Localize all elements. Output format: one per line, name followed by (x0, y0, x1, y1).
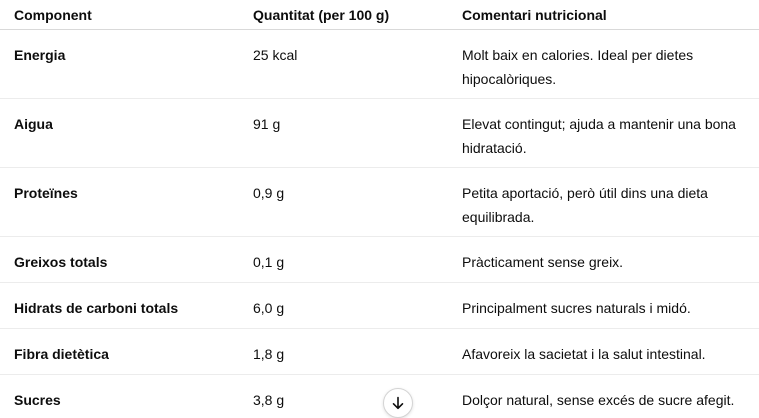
cell-quantity: 0,1 g (239, 236, 448, 283)
cell-comment: Molt baix en calories. Ideal per dietes … (448, 29, 759, 99)
cell-quantity: 6,0 g (239, 282, 448, 329)
table-row: Aigua 91 g Elevat contingut; ajuda a man… (0, 98, 759, 168)
cell-comment: Afavoreix la sacietat i la salut intesti… (448, 328, 759, 375)
cell-comment: Principalment sucres naturals i midó. (448, 282, 759, 329)
cell-component: Energia (0, 29, 239, 99)
table-row: Fibra dietètica 1,8 g Afavoreix la sacie… (0, 328, 759, 375)
cell-quantity: 3,8 g (253, 392, 285, 408)
cell-comment: Dolçor natural, sense excés de sucre afe… (462, 392, 735, 408)
cell-comment: Pràcticament sense greix. (448, 236, 759, 283)
header-comment: Comentari nutricional (448, 0, 759, 30)
cell-component: Fibra dietètica (0, 328, 239, 375)
table-header-row: Component Quantitat (per 100 g) Comentar… (0, 0, 759, 30)
cell-component: Aigua (0, 98, 239, 168)
cell-component: Hidrats de carboni totals (0, 282, 239, 329)
cell-component: Sucres (14, 392, 61, 408)
cell-quantity: 0,9 g (239, 167, 448, 237)
cell-quantity: 25 kcal (239, 29, 448, 99)
table-row: Energia 25 kcal Molt baix en calories. I… (0, 29, 759, 99)
table-row: Greixos totals 0,1 g Pràcticament sense … (0, 236, 759, 283)
header-quantity: Quantitat (per 100 g) (239, 0, 448, 30)
table-row: Proteïnes 0,9 g Petita aportació, però ú… (0, 167, 759, 237)
cell-comment: Elevat contingut; ajuda a mantenir una b… (448, 98, 759, 168)
table-row: Sucres 3,8 g Dolçor natural, sense excés… (0, 375, 759, 418)
cell-comment: Petita aportació, però útil dins una die… (448, 167, 759, 237)
header-component: Component (0, 0, 239, 30)
cell-quantity: 1,8 g (239, 328, 448, 375)
table-row: Hidrats de carboni totals 6,0 g Principa… (0, 282, 759, 329)
scroll-down-button[interactable] (383, 388, 413, 418)
arrow-down-icon (392, 396, 404, 410)
cell-quantity: 91 g (239, 98, 448, 168)
cell-component: Proteïnes (0, 167, 239, 237)
cell-component: Greixos totals (0, 236, 239, 283)
